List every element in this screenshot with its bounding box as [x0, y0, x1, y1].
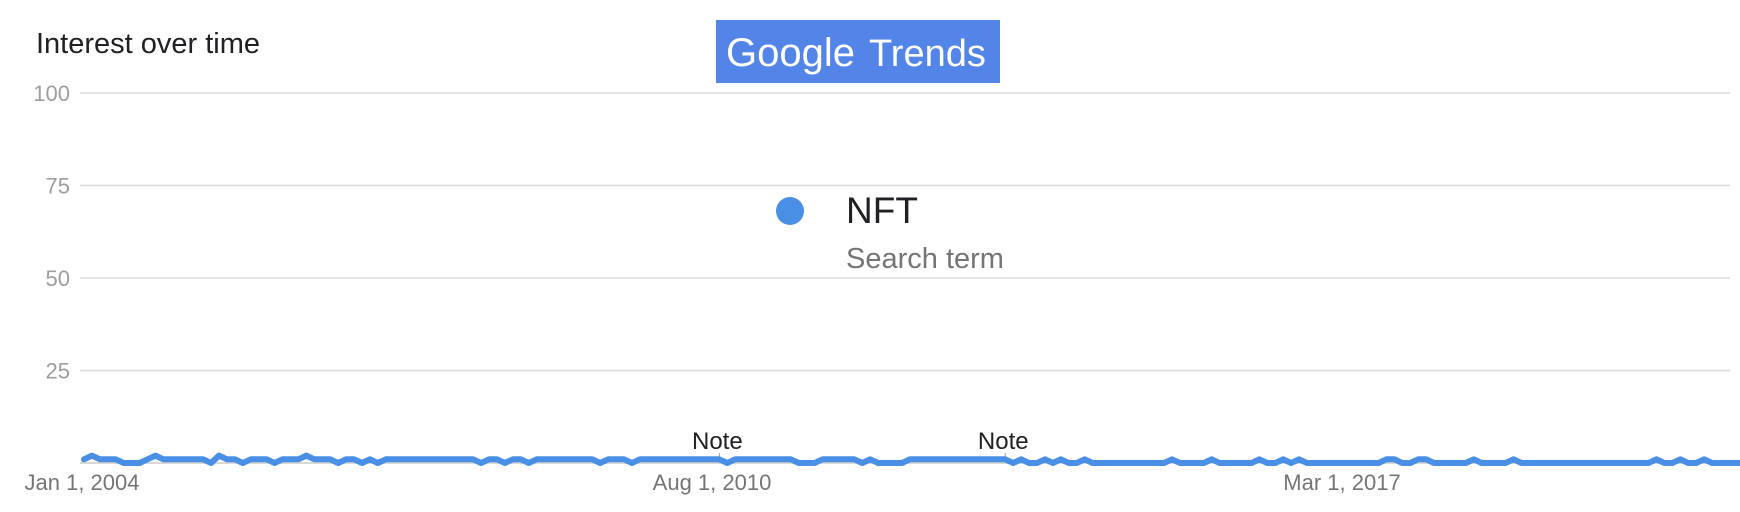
legend-series-subtitle: Search term	[846, 243, 1004, 275]
chart-title: Interest over time	[36, 28, 261, 60]
y-tick-label: 50	[46, 266, 70, 291]
legend-dot	[776, 197, 804, 225]
y-tick-label: 25	[46, 359, 70, 384]
logo-google-text: Google	[726, 31, 855, 75]
y-tick-label: 75	[46, 174, 70, 199]
note-label: Note	[978, 428, 1029, 455]
legend-series-name: NFT	[846, 190, 918, 231]
note-label: Note	[692, 428, 743, 455]
google-trends-logo: Google Trends	[716, 20, 1000, 83]
x-tick-label: Aug 1, 2010	[653, 470, 772, 495]
series-line-nft	[81, 452, 1740, 466]
x-tick-label: Mar 1, 2017	[1283, 470, 1400, 495]
x-tick-label: Jan 1, 2004	[25, 470, 140, 495]
y-tick-label: 100	[33, 81, 70, 106]
logo-trends-text: Trends	[869, 33, 986, 75]
